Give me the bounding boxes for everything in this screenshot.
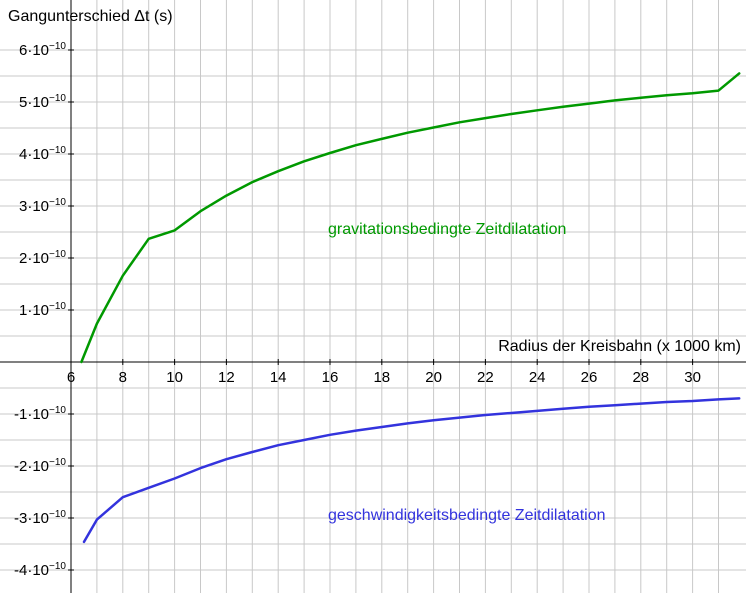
x-tick-label: 28 [632, 369, 649, 386]
x-tick-label: 18 [373, 369, 390, 386]
y-tick-label: 1·10−10 [19, 301, 66, 319]
y-tick-label: -4·10−10 [14, 561, 66, 579]
y-tick-label: -1·10−10 [14, 405, 66, 423]
x-tick-label: 20 [425, 369, 442, 386]
series-line-gravitational [80, 72, 741, 364]
series-line-velocity [82, 397, 741, 544]
x-tick-label: 26 [581, 369, 598, 386]
series-label-velocity: geschwindigkeitsbedingte Zeitdilatation [328, 507, 606, 524]
y-axis-title: Gangunterschied Δt (s) [8, 8, 173, 25]
x-tick-label: 30 [684, 369, 701, 386]
series-lines [80, 72, 741, 544]
y-tick-label: 4·10−10 [19, 145, 66, 163]
y-tick-label: 2·10−10 [19, 249, 66, 267]
x-tick-label: 24 [529, 369, 546, 386]
x-tick-labels: 6 8 10 12 14 16 18 20 22 24 26 28 30 [67, 369, 701, 386]
x-tick-label: 16 [322, 369, 339, 386]
x-tick-label: 22 [477, 369, 494, 386]
x-axis-title: Radius der Kreisbahn (x 1000 km) [498, 338, 741, 355]
x-tick-label: 10 [166, 369, 183, 386]
x-tick-label: 14 [270, 369, 287, 386]
y-tick-label: 5·10−10 [19, 93, 66, 111]
x-tick-label: 6 [67, 369, 75, 386]
x-tick-label: 8 [119, 369, 127, 386]
series-label-gravitational: gravitationsbedingte Zeitdilatation [328, 221, 566, 238]
y-tick-label: 3·10−10 [19, 197, 66, 215]
y-tick-label: -2·10−10 [14, 457, 66, 475]
y-tick-labels: 6·10−10 5·10−10 4·10−10 3·10−10 2·10−10 1·10−… [14, 41, 66, 579]
y-tick-label: 6·10−10 [19, 41, 66, 59]
y-tick-label: -3·10−10 [14, 509, 66, 527]
x-tick-label: 12 [218, 369, 235, 386]
